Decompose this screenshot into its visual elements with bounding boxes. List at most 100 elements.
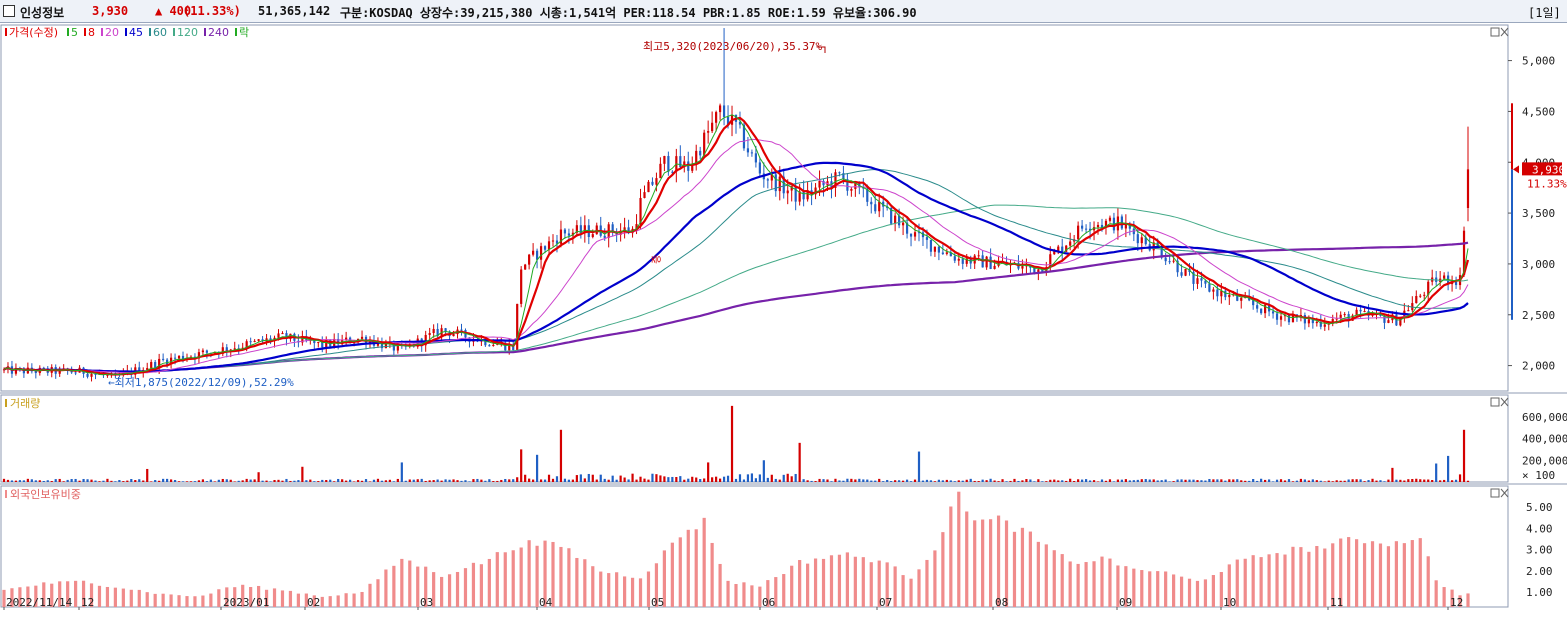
candle-body (1307, 319, 1310, 324)
foreign-bar (97, 585, 102, 607)
volume-bar (862, 479, 865, 482)
panel-close-button[interactable] (1500, 397, 1509, 407)
panel-close-button[interactable] (1500, 488, 1509, 498)
candle-body (245, 341, 248, 348)
y-tick-label: 2,500 (1522, 309, 1555, 322)
panel-maximize-button[interactable] (1490, 27, 1500, 37)
volume-bar (237, 480, 240, 482)
candle-body (150, 362, 153, 368)
candle-body (639, 197, 642, 225)
foreign-bar (1219, 572, 1223, 607)
candle-body (858, 182, 861, 187)
foreign-bar (1140, 570, 1144, 607)
volume-bar (1073, 480, 1076, 482)
volume-tick-label: 600,000 (1522, 411, 1567, 424)
volume-bar (886, 479, 889, 482)
last-price-label: 3,930 (1532, 163, 1565, 176)
candle-body (1081, 225, 1084, 229)
volume-bar (854, 479, 857, 482)
foreign-bar (328, 596, 332, 607)
volume-bar (627, 479, 630, 482)
candle-body (878, 201, 881, 212)
stock-name: 인성정보 (20, 6, 65, 20)
legend-swatch (173, 28, 175, 36)
candle-body (814, 187, 817, 195)
foreign-bar (1291, 546, 1295, 607)
volume-bar (734, 478, 738, 482)
volume-bar (1184, 479, 1187, 482)
legend-swatch (204, 28, 206, 36)
candle-body (778, 176, 781, 192)
panel-maximize-button[interactable] (1490, 397, 1500, 407)
candle-body (285, 333, 288, 339)
volume-bar (866, 479, 869, 482)
foreign-bar (750, 585, 754, 607)
volume-bar (30, 479, 33, 482)
candle-body (241, 347, 244, 349)
candle-body (166, 359, 169, 365)
foreign-bar (535, 545, 539, 607)
volume-bar (607, 479, 610, 482)
volume-bar (1228, 479, 1231, 482)
panel-close-button[interactable] (1500, 27, 1509, 37)
volume-bar (559, 429, 563, 482)
volume-bar (973, 480, 976, 482)
volume-bar (297, 480, 300, 482)
volume-bar (917, 451, 921, 482)
foreign-bar (105, 586, 110, 607)
volume-bar (368, 481, 372, 482)
volume-bar (543, 479, 547, 482)
x-tick-label: 05 (651, 596, 664, 609)
foreign-bar (1164, 571, 1168, 607)
select-checkbox[interactable] (3, 5, 15, 17)
foreign-bar (1060, 554, 1064, 607)
volume-bar (1248, 480, 1251, 482)
candle-body (1323, 324, 1326, 327)
candle-body (1399, 317, 1402, 326)
foreign-bar (543, 540, 547, 607)
candle-body (396, 344, 399, 351)
volume-bar (173, 479, 177, 482)
candle-body (452, 334, 455, 337)
foreign-bar (1100, 556, 1104, 607)
foreign-bar (654, 563, 659, 607)
volume-bar (508, 479, 511, 482)
volume-bar (890, 481, 893, 482)
volume-bar (683, 479, 686, 482)
foreign-tick-label: 5.00 (1526, 501, 1553, 514)
foreign-bar (877, 560, 881, 607)
volume-bar (130, 479, 133, 482)
volume-bar (539, 479, 543, 482)
last-pct-label: 11.33% (1527, 177, 1567, 190)
volume-bar (209, 479, 212, 482)
volume-bar (285, 478, 288, 482)
volume-bar (929, 480, 933, 482)
volume-bar (1407, 479, 1410, 482)
foreign-bar (320, 596, 324, 607)
ma8-line (3, 116, 1470, 376)
volume-bar (1212, 479, 1215, 482)
volume-bar (691, 476, 694, 482)
volume-bar (643, 478, 646, 482)
period-selector[interactable]: [1일] (1528, 6, 1561, 20)
candle-body (874, 204, 877, 212)
volume-bar (1081, 479, 1084, 482)
candle-body (1061, 246, 1064, 252)
candle-body (715, 112, 718, 123)
volume-bar (591, 474, 594, 482)
volume-bar (901, 480, 905, 482)
volume-bar (428, 480, 431, 482)
y-tick-label: 5,000 (1522, 55, 1555, 68)
candle-body (1387, 320, 1390, 323)
volume-bar (1061, 480, 1064, 482)
candle-body (1216, 289, 1219, 297)
panel-maximize-button[interactable] (1490, 488, 1500, 498)
volume-bar (945, 479, 948, 482)
volume-bar (169, 479, 173, 482)
volume-bar (309, 479, 312, 482)
candle-body (993, 265, 996, 269)
volume-bar (42, 480, 45, 482)
ma60-line (3, 168, 1469, 373)
volume-bar (1160, 480, 1163, 482)
foreign-bar (42, 582, 46, 607)
